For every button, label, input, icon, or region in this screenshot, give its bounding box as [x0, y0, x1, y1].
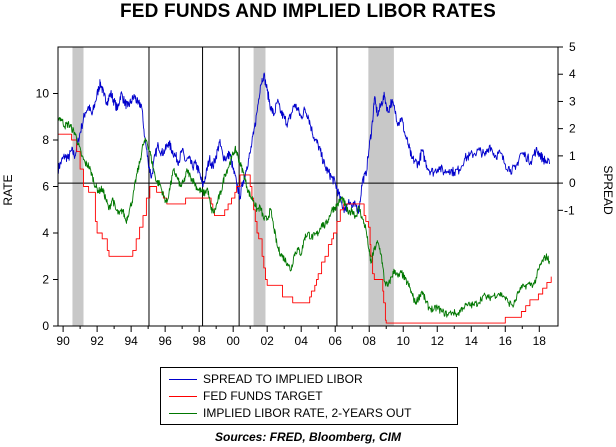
- y2-tick-label-3: 3: [569, 94, 576, 108]
- y2-axis-label: SPREAD: [601, 165, 615, 215]
- y-tick-label-10: 10: [36, 87, 50, 101]
- x-tick-label-02: 02: [261, 334, 275, 348]
- x-tick-label-00: 00: [226, 334, 240, 348]
- chart-title: FED FUNDS AND IMPLIED LIBOR RATES: [119, 1, 497, 22]
- legend: SPREAD TO IMPLIED LIBOR FED FUNDS TARGET…: [160, 367, 458, 425]
- x-tick-label-14: 14: [465, 334, 479, 348]
- recession-bands: [72, 47, 394, 326]
- x-tick-label-04: 04: [295, 334, 309, 348]
- y-tick-label-0: 0: [42, 319, 49, 333]
- legend-label-libor: IMPLIED LIBOR RATE, 2-YEARS OUT: [203, 406, 412, 420]
- y2-tick-label-5: 5: [569, 40, 576, 54]
- series-lines: [57, 72, 552, 324]
- x-tick-label-18: 18: [533, 334, 547, 348]
- x-tick-label-12: 12: [431, 334, 445, 348]
- y2-tick-label-4: 4: [569, 67, 576, 81]
- legend-item-fedfunds: FED FUNDS TARGET: [169, 388, 323, 404]
- x-tick-label-94: 94: [124, 334, 138, 348]
- x-tick-label-90: 90: [56, 334, 70, 348]
- series-libor: [57, 116, 550, 318]
- x-tick-label-16: 16: [499, 334, 513, 348]
- y-tick-label-2: 2: [42, 273, 49, 287]
- y-tick-label-6: 6: [42, 180, 49, 194]
- y-tick-label-8: 8: [42, 133, 49, 147]
- y2-tick-label-0: 0: [569, 176, 576, 190]
- y2-tick-label-1: 1: [569, 149, 576, 163]
- legend-swatch-spread: [169, 378, 197, 380]
- recession-band-1: [253, 47, 266, 326]
- series-fedfunds: [58, 133, 552, 324]
- legend-swatch-libor: [169, 412, 197, 414]
- y-tick-label-4: 4: [42, 226, 49, 240]
- legend-label-spread: SPREAD TO IMPLIED LIBOR: [203, 372, 363, 386]
- x-tick-label-08: 08: [363, 334, 377, 348]
- y-axis-left: 0 2 4 6 8 10: [36, 87, 58, 333]
- legend-swatch-fedfunds: [169, 395, 197, 397]
- recession-band-0: [72, 47, 84, 326]
- recession-band-2: [368, 47, 394, 326]
- legend-item-spread: SPREAD TO IMPLIED LIBOR: [169, 371, 363, 387]
- source-note: Sources: FRED, Bloomberg, CIM: [214, 430, 402, 444]
- legend-label-fedfunds: FED FUNDS TARGET: [203, 389, 323, 403]
- series-spread: [57, 72, 550, 214]
- x-tick-label-06: 06: [329, 334, 343, 348]
- y-axis-right: -1 0 1 2 3 4 5: [558, 40, 576, 217]
- x-tick-label-98: 98: [192, 334, 206, 348]
- x-axis: 90 92 94 96 98 00 02 04 06 08 10 12 14 16 18: [56, 326, 546, 348]
- x-tick-label-10: 10: [397, 334, 411, 348]
- legend-item-libor: IMPLIED LIBOR RATE, 2-YEARS OUT: [169, 405, 412, 421]
- plot-frame: [57, 46, 559, 327]
- y2-tick-label-2: 2: [569, 122, 576, 136]
- x-tick-label-96: 96: [158, 334, 172, 348]
- x-tick-label-92: 92: [90, 334, 104, 348]
- y2-tick-label--1: -1: [564, 203, 575, 217]
- y-axis-label: RATE: [1, 174, 15, 205]
